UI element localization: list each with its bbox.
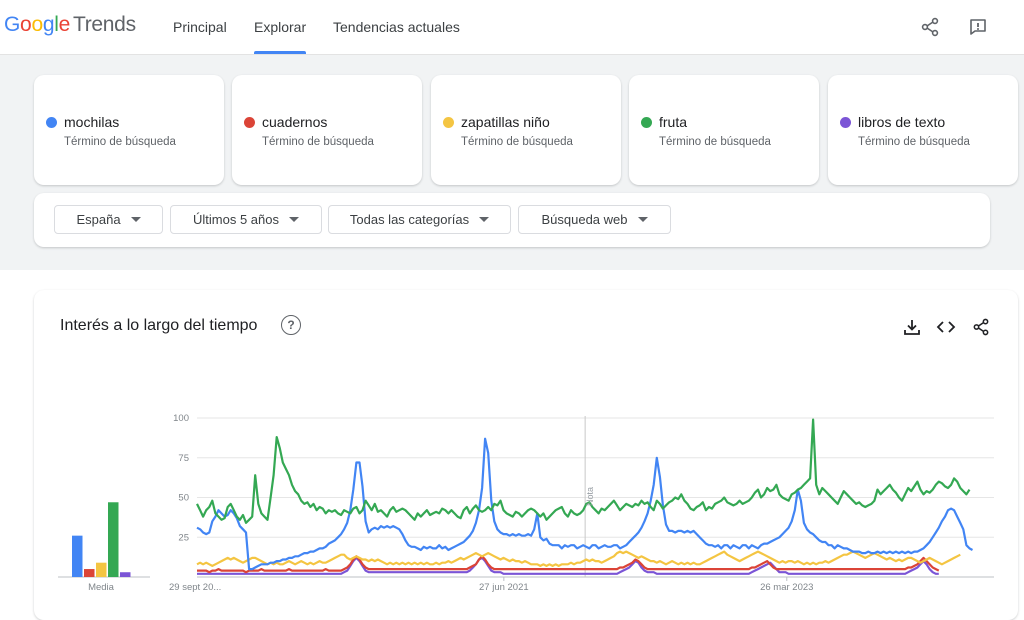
share-chart-icon[interactable] [970, 316, 992, 338]
term-type: Término de búsqueda [858, 136, 970, 148]
feedback-icon[interactable] [965, 14, 991, 40]
region-dropdown[interactable]: España [54, 205, 163, 234]
term-card-cuadernos[interactable]: cuadernos Término de búsqueda [232, 75, 422, 185]
nav-explorar[interactable]: Explorar [254, 0, 307, 54]
term-card-zapatillas-nino[interactable]: zapatillas niño Término de búsqueda [431, 75, 621, 185]
averages-bars [58, 502, 150, 578]
caret-down-icon [637, 217, 648, 222]
y-tick-label: 100 [173, 413, 189, 424]
help-icon[interactable]: ? [281, 315, 301, 335]
chart-labels: 25 50 75 100 29 sept 20... 27 jun 2021 26 mar … [88, 413, 813, 593]
nav-tendencias-actuales[interactable]: Tendencias actuales [333, 19, 460, 35]
search-type-dropdown[interactable]: Búsqueda web [518, 205, 671, 234]
note-label: Nota [585, 487, 595, 506]
series-lines [196, 418, 974, 575]
term-type: Término de búsqueda [64, 136, 176, 148]
averages-label: Media [88, 582, 115, 593]
google-trends-logo[interactable]: Google Trends [4, 13, 136, 36]
series-line-fruta [196, 418, 971, 524]
term-type: Término de búsqueda [461, 136, 573, 148]
y-tick-label: 50 [178, 493, 189, 504]
average-bar [96, 562, 107, 577]
interest-over-time-card: Interés a lo largo del tiempo ? 25 50 75 10… [34, 290, 1018, 620]
interest-chart: 25 50 75 100 29 sept 20... 27 jun 2021 26 mar … [58, 413, 994, 593]
time-range-dropdown[interactable]: Últimos 5 años [170, 205, 322, 234]
top-bar: Google Trends Principal Explorar Tendenci… [0, 0, 1024, 55]
caret-down-icon [479, 217, 490, 222]
x-tick-label: 26 mar 2023 [760, 582, 813, 593]
series-color-dot [244, 117, 255, 128]
caret-down-icon [288, 217, 299, 222]
logo-trends-text: Trends [72, 13, 136, 36]
series-line-libros-de-texto [197, 556, 939, 575]
average-bar [108, 502, 119, 577]
download-icon[interactable] [901, 316, 923, 338]
x-tick-label: 29 sept 20... [169, 582, 221, 593]
average-bar [120, 572, 131, 577]
term-type: Término de búsqueda [659, 136, 771, 148]
term-card-libros-de-texto[interactable]: libros de texto Término de búsqueda [828, 75, 1018, 185]
series-color-dot [443, 117, 454, 128]
embed-code-icon[interactable] [935, 316, 957, 338]
filter-bar: España Últimos 5 años Todas las categorí… [34, 193, 990, 247]
y-tick-label: 25 [178, 532, 189, 543]
average-bar [84, 569, 95, 577]
series-color-dot [46, 117, 57, 128]
term-name: libros de texto [858, 114, 946, 130]
series-color-dot [641, 117, 652, 128]
x-tick-label: 27 jun 2021 [479, 582, 529, 593]
term-name: mochilas [64, 114, 120, 130]
term-name: cuadernos [262, 114, 328, 130]
term-card-mochilas[interactable]: mochilas Término de búsqueda [34, 75, 224, 185]
series-line-zapatillas-niño [196, 550, 961, 567]
chart-grid [197, 416, 994, 581]
term-type: Término de búsqueda [262, 136, 374, 148]
caret-down-icon [130, 217, 141, 222]
average-bar [72, 535, 83, 577]
series-line-mochilas [196, 437, 974, 571]
nav-principal[interactable]: Principal [173, 19, 227, 35]
y-tick-label: 75 [178, 453, 189, 464]
series-color-dot [840, 117, 851, 128]
series-line-cuadernos [197, 555, 940, 574]
category-dropdown[interactable]: Todas las categorías [328, 205, 511, 234]
share-icon[interactable] [917, 14, 943, 40]
term-card-fruta[interactable]: fruta Término de búsqueda [629, 75, 819, 185]
card-title: Interés a lo largo del tiempo [60, 317, 258, 334]
term-name: zapatillas niño [461, 114, 550, 130]
term-name: fruta [659, 114, 688, 130]
